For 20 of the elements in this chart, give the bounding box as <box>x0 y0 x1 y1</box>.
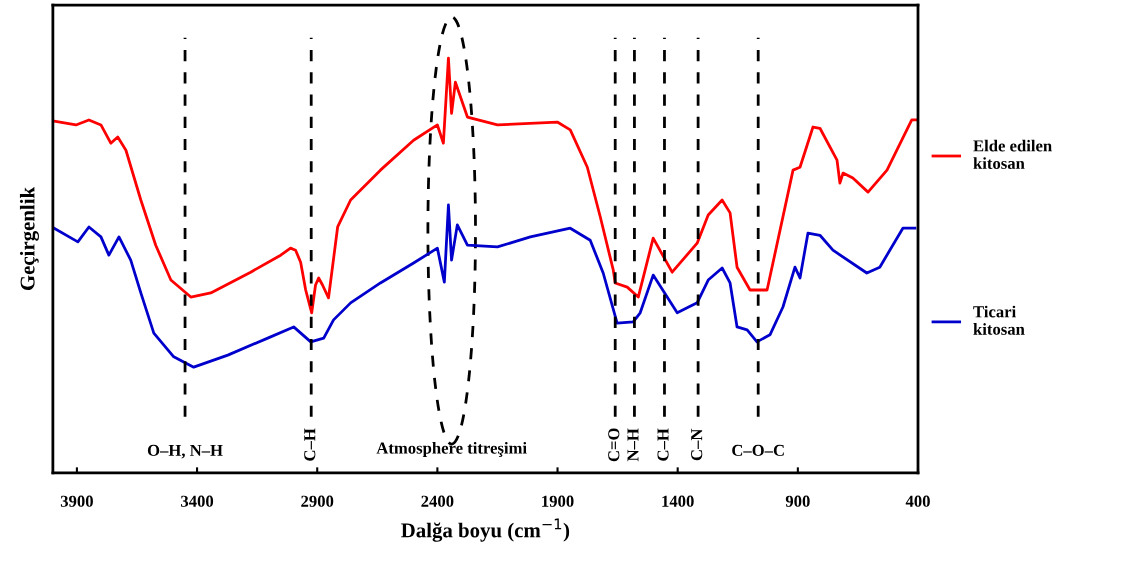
x-tick-label: 3400 <box>181 495 214 507</box>
ref-line-label: C–H <box>657 428 669 461</box>
x-tick-label: 400 <box>905 495 930 507</box>
legend-label: Ticari kitosan <box>973 305 1025 335</box>
x-tick-label: 3900 <box>60 495 93 507</box>
x-tick-label: 2900 <box>301 495 334 507</box>
ref-line-label: N–H <box>627 428 639 462</box>
annotation: Atmosphere titreşimi <box>376 441 527 458</box>
x-axis-title: Dalğa boyu (cm$^{−1}$) <box>401 518 570 542</box>
ref-line-label: C=O <box>608 428 620 462</box>
y-axis-title: Geçirgenlik <box>19 186 39 291</box>
ref-line-label: C–N <box>691 428 703 461</box>
legend-label: Elde edilen kitosan <box>973 139 1052 169</box>
x-tick-label: 1900 <box>542 495 574 507</box>
x-tick-label: 1400 <box>662 495 694 507</box>
ref-line-label: C–O–C <box>732 444 784 457</box>
x-tick-label: 900 <box>785 495 810 507</box>
x-tick-label: 2400 <box>421 495 454 507</box>
ref-line-label: O–H, N–H <box>147 444 223 459</box>
ref-line-label: C–H <box>304 428 316 461</box>
